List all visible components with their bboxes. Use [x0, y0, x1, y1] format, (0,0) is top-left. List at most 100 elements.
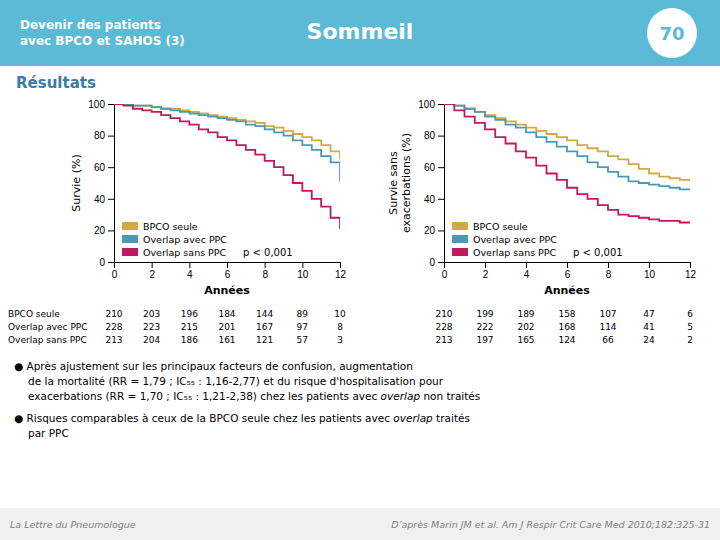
series-line	[114, 104, 340, 229]
bullet-line: exacerbations (RR = 1,70 ; IC₅₅ : 1,21-2…	[28, 390, 480, 402]
table-cell: 228	[105, 322, 122, 332]
legend-label: BPCO seule	[143, 221, 198, 232]
table-cell: 222	[476, 322, 493, 332]
table-cell: 204	[143, 335, 160, 345]
tick-mark	[108, 104, 114, 105]
tick: 8	[262, 262, 268, 280]
legend-swatch	[122, 235, 138, 243]
tick: 4	[524, 262, 530, 280]
legend-label: Overlap sans PPC	[473, 247, 557, 258]
tick-label: 2	[149, 269, 155, 280]
table-cell: 203	[143, 309, 160, 319]
tick: 0	[112, 262, 118, 280]
bullet-line: par PPC	[28, 427, 69, 439]
tick-mark	[227, 262, 228, 268]
footer-text: D’après Marin JM et al. Am J Respir Crit…	[391, 519, 710, 530]
tick-label: 0	[442, 269, 448, 280]
slide: Devenir des patientsavec BPCO et SAHOS (…	[0, 0, 720, 540]
table-cell: 89	[297, 309, 309, 319]
tick-mark	[608, 262, 609, 268]
annotation: p < 0,001	[243, 247, 293, 258]
table-cell: 8	[337, 322, 343, 332]
chart: 024681012020406080100AnnéesSurvie sansex…	[387, 99, 696, 345]
table-cell: 210	[435, 309, 452, 319]
tick: 0	[429, 257, 444, 268]
tick: 20	[424, 225, 444, 236]
table-cell: 196	[181, 309, 198, 319]
x-axis: 0 2 4 6 8 10 12	[442, 262, 697, 280]
table-cell: 144	[256, 309, 273, 319]
tick-mark	[108, 136, 114, 137]
table-cell: 210	[105, 309, 122, 319]
tick-label: 8	[262, 269, 268, 280]
table-row-label: BPCO seule	[8, 309, 60, 319]
title: Sommeil	[307, 19, 414, 44]
tick: 0	[442, 262, 448, 280]
tick-label: 2	[483, 269, 489, 280]
tick: 10	[297, 262, 309, 280]
tick-label: 40	[94, 194, 106, 205]
table-cell: 189	[517, 309, 534, 319]
tick-label: 4	[524, 269, 530, 280]
y-axis-title: Survie sansexacerbations (%)	[387, 133, 413, 233]
table-cell: 107	[599, 309, 616, 319]
footer-background	[0, 508, 720, 540]
tick-label: 6	[225, 269, 231, 280]
legend-swatch	[452, 222, 468, 230]
table-cell: 184	[218, 309, 235, 319]
tick-mark	[438, 262, 444, 263]
legend-label: BPCO seule	[473, 221, 528, 232]
tick-label: 4	[187, 269, 193, 280]
table-cell: 228	[435, 322, 452, 332]
tick-label: 0	[429, 257, 435, 268]
plot-area	[114, 104, 340, 229]
legend-swatch	[122, 222, 138, 230]
tick-mark	[152, 262, 153, 268]
table-cell: 5	[687, 322, 693, 332]
tick-mark	[108, 199, 114, 200]
tick-mark	[567, 262, 568, 268]
legend-swatch	[122, 248, 138, 256]
series-line	[444, 104, 690, 223]
tick-mark	[340, 262, 341, 268]
table-cell: 201	[218, 322, 235, 332]
tick: 100	[418, 99, 444, 110]
table-cell: 213	[435, 335, 452, 345]
table-cell: 165	[517, 335, 534, 345]
table: BPCO seule2102031961841448910Overlap ave…	[8, 309, 346, 345]
legend-label: Overlap sans PPC	[143, 247, 227, 258]
tick-mark	[108, 167, 114, 168]
table: 2101991891581074762282222021681144152131…	[435, 309, 693, 345]
tick: 10	[644, 262, 656, 280]
table-cell: 199	[476, 309, 493, 319]
table-row-label: Overlap sans PPC	[8, 335, 87, 345]
series-line	[444, 104, 690, 189]
tick-label: 100	[88, 99, 105, 110]
table-cell: 24	[643, 335, 655, 345]
legend-swatch	[452, 235, 468, 243]
tick-label: 10	[297, 269, 309, 280]
axis-line	[438, 105, 445, 263]
tick-mark	[438, 230, 444, 231]
tick: 4	[187, 262, 193, 280]
table-cell: 215	[181, 322, 198, 332]
table-cell: 223	[143, 322, 160, 332]
tick-label: 0	[99, 257, 105, 268]
tick-label: 80	[94, 130, 106, 141]
table-cell: 213	[105, 335, 122, 345]
tick-mark	[108, 230, 114, 231]
tick-label: 40	[424, 194, 436, 205]
tick: 40	[424, 194, 444, 205]
tick: 8	[606, 262, 612, 280]
tick: 6	[565, 262, 571, 280]
table-cell: 202	[517, 322, 534, 332]
bullets: ● Après ajustement sur les principaux fa…	[14, 360, 480, 439]
header-background	[0, 0, 720, 66]
axis-line	[115, 263, 341, 269]
tick: 6	[225, 262, 231, 280]
table-cell: 186	[181, 335, 198, 345]
tick-label: 100	[418, 99, 435, 110]
tick-mark	[438, 136, 444, 137]
tick: 12	[685, 262, 697, 280]
tick-label: 12	[335, 269, 347, 280]
